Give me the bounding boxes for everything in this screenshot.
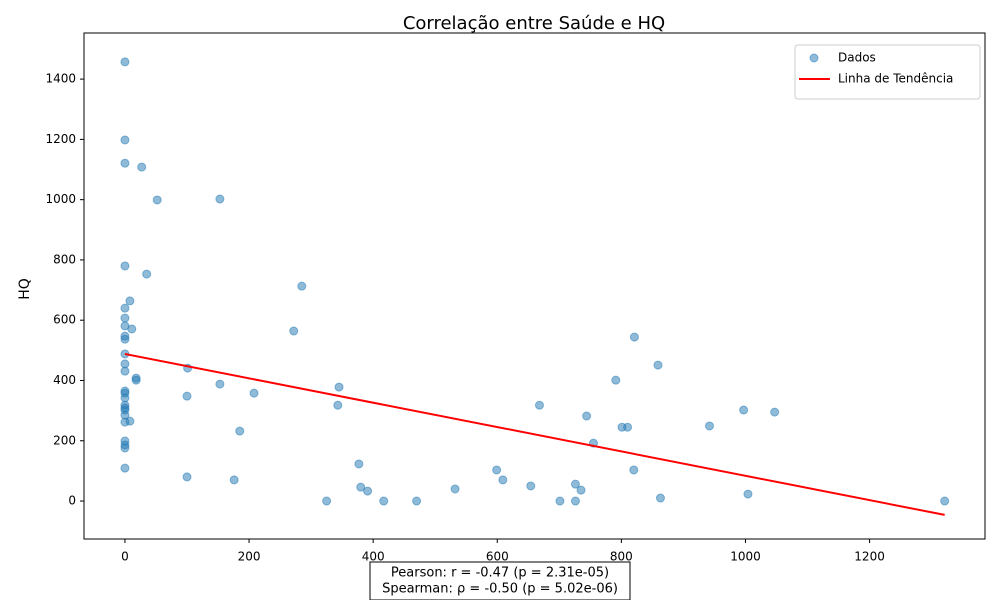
stats-text: Pearson: r = -0.47 (p = 2.31e-05) [391, 566, 609, 581]
x-tick-label: 400 [362, 550, 385, 564]
data-point [629, 465, 639, 475]
data-point [354, 459, 364, 469]
data-point [582, 411, 592, 421]
data-point [655, 493, 665, 503]
data-point [120, 158, 130, 168]
y-tick-label: 800 [53, 252, 76, 266]
data-point [120, 313, 130, 323]
x-tick-label: 600 [486, 550, 509, 564]
data-point [142, 269, 152, 279]
y-tick-label: 200 [53, 433, 76, 447]
data-point [120, 303, 130, 313]
data-point [611, 375, 621, 385]
data-point [739, 405, 749, 415]
y-tick-label: 1200 [45, 132, 76, 146]
data-point [120, 321, 130, 331]
data-point [182, 472, 192, 482]
data-point [704, 421, 714, 431]
data-point [363, 486, 373, 496]
data-point [297, 281, 307, 291]
trend-line [124, 352, 945, 516]
data-point [131, 375, 141, 385]
data-point [249, 388, 259, 398]
x-tick-label: 1000 [730, 550, 761, 564]
x-tick-label: 0 [121, 550, 129, 564]
data-point [120, 135, 130, 145]
legend-label: Linha de Tendência [838, 72, 953, 86]
data-point [570, 479, 580, 489]
legend: Dados Linha de Tendência [794, 44, 981, 100]
x-tick-label: 800 [610, 550, 633, 564]
data-point [120, 57, 130, 67]
data-point [120, 261, 130, 271]
data-point [576, 485, 586, 495]
data-point [356, 482, 366, 492]
x-tick-label: 200 [238, 550, 261, 564]
y-tick-label: 0 [68, 494, 76, 508]
chart-title: Correlação entre Saúde e HQ [403, 13, 665, 34]
data-point [120, 463, 130, 473]
data-point [334, 382, 344, 392]
data-point [534, 400, 544, 410]
stats-text: Spearman: ρ = -0.50 (p = 5.02e-06) [382, 582, 618, 597]
data-point [629, 332, 639, 342]
stats-box [369, 561, 631, 600]
data-point [526, 481, 536, 491]
y-tick-label: 400 [53, 373, 76, 387]
x-tick-label: 1200 [854, 550, 885, 564]
y-tick-label: 1000 [45, 192, 76, 206]
y-tick-label: 600 [53, 313, 76, 327]
data-point [623, 422, 633, 432]
data-point [125, 296, 135, 306]
y-axis-label: HQ [17, 278, 33, 300]
legend-swatch [809, 53, 819, 63]
data-point [137, 162, 147, 172]
legend-label: Dados [838, 51, 876, 65]
data-point [743, 489, 753, 499]
data-point [120, 443, 130, 453]
data-point [450, 484, 460, 494]
data-point [235, 426, 245, 436]
data-point [322, 496, 332, 506]
data-point [152, 195, 162, 205]
y-tick-label: 1400 [45, 72, 76, 86]
data-point [215, 379, 225, 389]
data-point [653, 360, 663, 370]
data-point [333, 400, 343, 410]
data-point [555, 496, 565, 506]
data-point [215, 194, 225, 204]
legend-box [794, 44, 981, 100]
data-point [120, 417, 130, 427]
data-point [120, 366, 130, 376]
data-point [120, 334, 130, 344]
data-point [379, 496, 389, 506]
data-point [182, 391, 192, 401]
plot-frame [83, 32, 986, 540]
data-point [770, 407, 780, 417]
data-point [229, 475, 239, 485]
plot-area [120, 57, 950, 516]
data-point [492, 465, 502, 475]
data-point [289, 326, 299, 336]
data-point [498, 475, 508, 485]
data-point [412, 496, 422, 506]
data-point [570, 496, 580, 506]
data-point [940, 496, 950, 506]
